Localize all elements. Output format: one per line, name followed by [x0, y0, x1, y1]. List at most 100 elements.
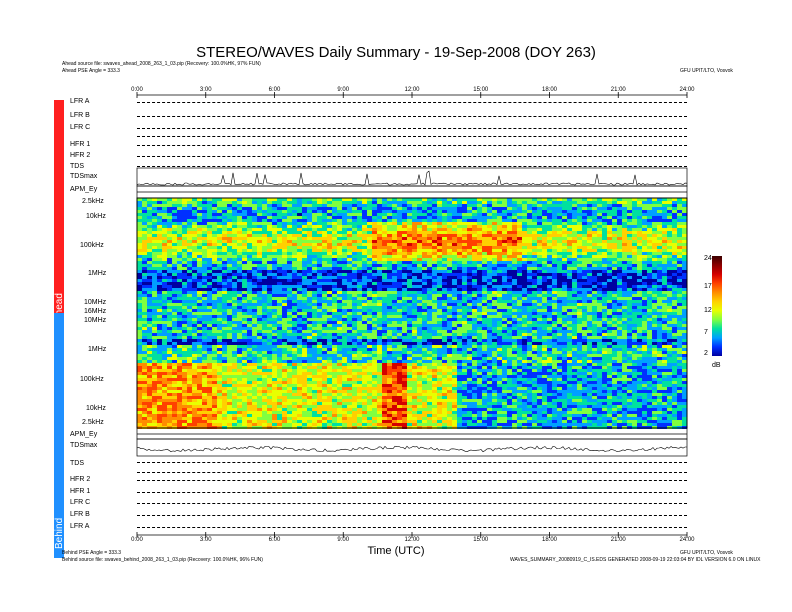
spectrogram-cell: [592, 198, 597, 201]
spectrogram-cell: [582, 258, 587, 261]
spectrogram-cell: [242, 201, 247, 204]
spectrogram-cell: [662, 309, 667, 312]
spectrogram-cell: [602, 243, 607, 246]
spectrogram-cell: [252, 270, 257, 273]
spectrogram-cell: [172, 201, 177, 204]
spectrogram-cell: [312, 276, 317, 279]
spectrogram-cell: [492, 249, 497, 252]
spectrogram-cell: [482, 297, 487, 300]
spectrogram-cell: [187, 318, 192, 321]
spectrogram-cell: [552, 315, 557, 318]
spectrogram-cell: [607, 228, 612, 231]
spectrogram-cell: [342, 228, 347, 231]
spectrogram-cell: [407, 228, 412, 231]
spectrogram-cell: [262, 210, 267, 213]
spectrogram-cell: [472, 276, 477, 279]
spectrogram-cell: [317, 312, 322, 315]
spectrogram-cell: [437, 264, 442, 267]
spectrogram-cell: [192, 240, 197, 243]
spectrogram-cell: [407, 258, 412, 261]
spectrogram-cell: [427, 306, 432, 309]
spectrogram-cell: [142, 324, 147, 327]
spectrogram-cell: [247, 294, 252, 297]
spectrogram-cell: [677, 297, 682, 300]
spectrogram-cell: [557, 252, 562, 255]
spectrogram-cell: [387, 261, 392, 264]
spectrogram-cell: [592, 267, 597, 270]
spectrogram-cell: [582, 327, 587, 330]
spectrogram-cell: [157, 273, 162, 276]
spectrogram-cell: [352, 303, 357, 306]
spectrogram-cell: [362, 279, 367, 282]
spectrogram-cell: [422, 255, 427, 258]
spectrogram-cell: [197, 219, 202, 222]
spectrogram-cell: [672, 231, 677, 234]
spectrogram-cell: [402, 273, 407, 276]
spectrogram-cell: [572, 288, 577, 291]
spectrogram-cell: [562, 288, 567, 291]
spectrogram-cell: [332, 276, 337, 279]
spectrogram-cell: [507, 315, 512, 318]
spectrogram-cell: [347, 261, 352, 264]
spectrogram-cell: [512, 207, 517, 210]
spectrogram-cell: [167, 276, 172, 279]
spectrogram-cell: [682, 315, 687, 318]
spectrogram-cell: [362, 204, 367, 207]
spectrogram-cell: [192, 297, 197, 300]
spectrogram-cell: [287, 246, 292, 249]
spectrogram-cell: [657, 201, 662, 204]
spectrogram-cell: [507, 240, 512, 243]
spectrogram-cell: [197, 207, 202, 210]
spectrogram-cell: [137, 231, 142, 234]
spectrogram-cell: [672, 255, 677, 258]
spectrogram-cell: [342, 216, 347, 219]
spectrogram-cell: [677, 306, 682, 309]
spectrogram-cell: [137, 297, 142, 300]
spectrogram-cell: [202, 246, 207, 249]
spectrogram-cell: [462, 249, 467, 252]
spectrogram-cell: [597, 228, 602, 231]
spectrogram-cell: [492, 213, 497, 216]
spectrogram-cell: [137, 234, 142, 237]
spectrogram-cell: [352, 252, 357, 255]
spectrogram-cell: [182, 327, 187, 330]
spectrogram-cell: [647, 303, 652, 306]
spectrogram-cell: [312, 252, 317, 255]
spectrogram-cell: [677, 285, 682, 288]
spectrogram-cell: [232, 204, 237, 207]
spectrogram-cell: [652, 321, 657, 324]
spectrogram-cell: [197, 258, 202, 261]
spectrogram-cell: [617, 285, 622, 288]
spectrogram-cell: [637, 255, 642, 258]
spectrogram-cell: [252, 291, 257, 294]
spectrogram-cell: [597, 327, 602, 330]
spectrogram-cell: [502, 258, 507, 261]
spectrogram-cell: [632, 303, 637, 306]
spectrogram-cell: [602, 288, 607, 291]
spectrogram-cell: [307, 234, 312, 237]
spectrogram-cell: [442, 210, 447, 213]
spectrogram-cell: [367, 246, 372, 249]
spectrogram-cell: [392, 240, 397, 243]
spectrogram-cell: [582, 216, 587, 219]
spectrogram-cell: [442, 300, 447, 303]
spectrogram-cell: [542, 330, 547, 333]
spectrogram-cell: [397, 240, 402, 243]
spectrogram-cell: [482, 231, 487, 234]
spectrogram-cell: [357, 327, 362, 330]
spectrogram-cell: [502, 228, 507, 231]
spectrogram-cell: [632, 273, 637, 276]
spectrogram-cell: [212, 276, 217, 279]
spectrogram-cell: [662, 315, 667, 318]
spectrogram-cell: [257, 201, 262, 204]
spectrogram-cell: [247, 282, 252, 285]
spectrogram-cell: [357, 240, 362, 243]
spectrogram-cell: [547, 252, 552, 255]
spectrogram-cell: [152, 216, 157, 219]
spectrogram-cell: [447, 222, 452, 225]
spectrogram-cell: [152, 255, 157, 258]
spectrogram-cell: [192, 285, 197, 288]
spectrogram-cell: [572, 264, 577, 267]
spectrogram-cell: [567, 207, 572, 210]
spectrogram-cell: [352, 300, 357, 303]
